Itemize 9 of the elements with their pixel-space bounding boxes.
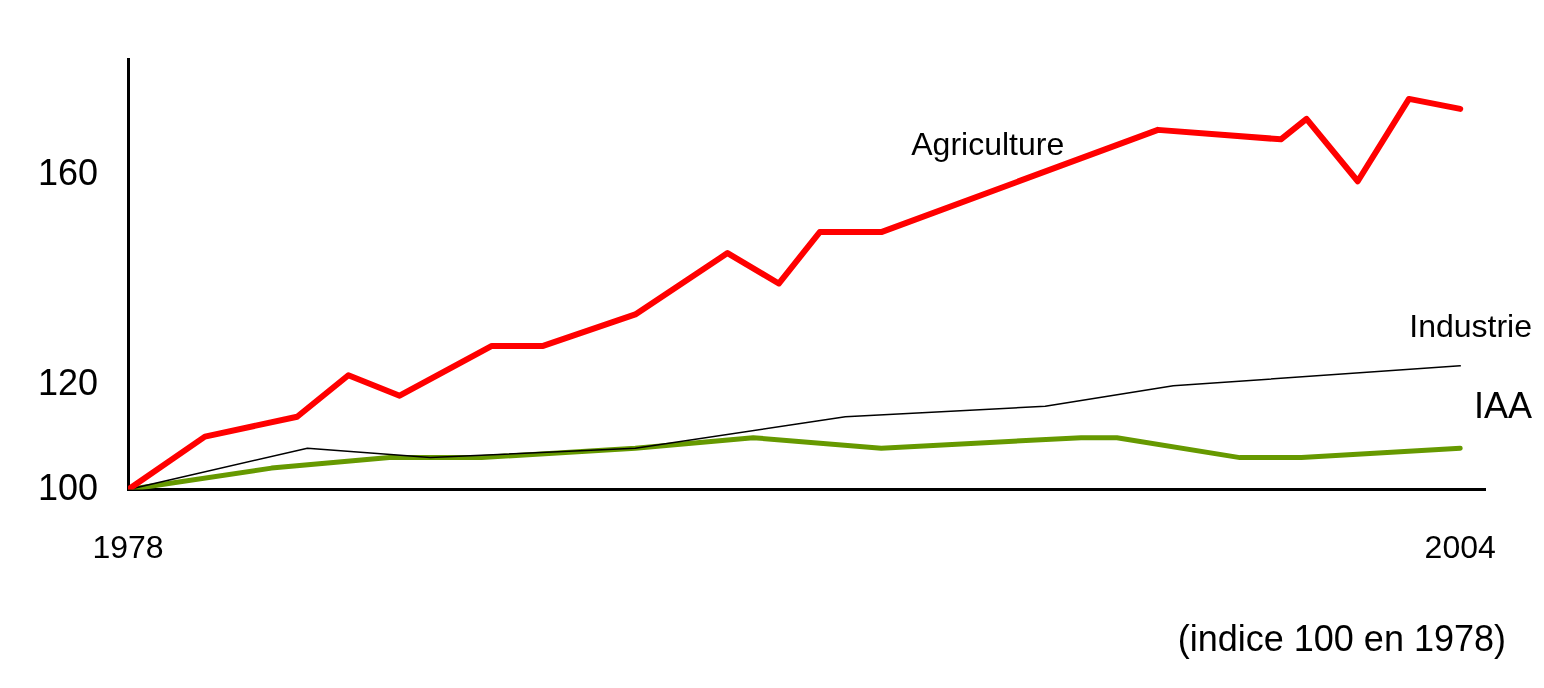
series-label: Agriculture <box>911 125 1065 162</box>
y-tick-label: 160 <box>37 151 99 193</box>
series-label: Industrie <box>1409 307 1532 344</box>
series-label: IAA <box>1473 385 1532 427</box>
x-tick-label: 2004 <box>1424 528 1496 565</box>
y-tick-label: 120 <box>37 361 99 403</box>
text: (indice 100 en 1978) <box>1176 618 1507 660</box>
y-tick-label: 100 <box>37 466 99 508</box>
x-tick-label: 1978 <box>92 528 164 565</box>
